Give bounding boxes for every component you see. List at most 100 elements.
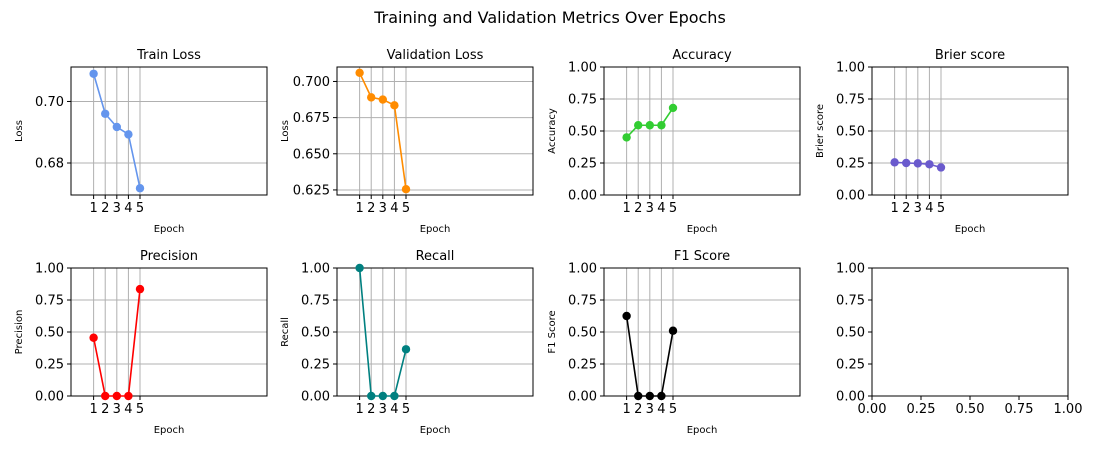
y-tick-label: 1.00	[568, 262, 597, 277]
x-tick-label: 2	[634, 201, 642, 216]
y-tick-label: 0.75	[568, 294, 597, 309]
axes-frame	[871, 267, 1069, 397]
data-point	[355, 68, 364, 77]
x-tick-label: 4	[925, 201, 933, 216]
data-point	[668, 326, 678, 335]
x-tick-label: 4	[390, 201, 398, 216]
subplot-f1-score: 0.00 0.25 0.50 0.75 1.00 1 2 3 4 5 F1 Score Epoch F1…	[547, 249, 801, 436]
y-tick-label: 0.50	[301, 326, 330, 341]
subplot-train-loss: 0.68 0.70 1 2 3 4 5 Train Loss Epoch Loss	[14, 48, 268, 235]
x-tick-label: 0.75	[1005, 402, 1034, 417]
y-tick-label: 0.50	[35, 326, 64, 341]
x-tick-label: 5	[669, 402, 677, 417]
subplot-title: Brier score	[935, 48, 1005, 63]
y-tick-label: 0.625	[293, 183, 330, 198]
x-tick-label: 2	[367, 402, 375, 417]
x-tick-label: 5	[937, 201, 945, 216]
subplot-title: Recall	[416, 249, 455, 264]
y-axis-label: Loss	[14, 120, 25, 142]
data-point	[657, 121, 666, 130]
x-tick-label: 4	[657, 201, 665, 216]
data-point	[645, 391, 655, 401]
data-point	[135, 284, 145, 294]
x-axis-label: Epoch	[687, 224, 718, 235]
data-point	[124, 130, 133, 139]
data-point	[925, 160, 934, 169]
y-tick-label: 0.25	[301, 358, 330, 373]
axes-frame	[336, 66, 534, 196]
y-tick-label: 0.75	[301, 294, 330, 309]
y-tick-label: 0.00	[836, 189, 865, 204]
y-tick-label: 0.75	[836, 294, 865, 309]
x-axis-label: Epoch	[420, 224, 451, 235]
y-tick-label: 0.25	[836, 157, 865, 172]
data-point	[634, 391, 643, 401]
y-axis-label: Precision	[14, 310, 25, 355]
x-tick-label: 5	[136, 402, 144, 417]
data-point	[367, 93, 376, 102]
y-tick-label: 0.50	[836, 326, 865, 341]
y-tick-label: 0.50	[836, 125, 865, 140]
data-point	[378, 95, 388, 104]
x-tick-label: 3	[379, 402, 387, 417]
y-tick-label: 0.25	[35, 358, 64, 373]
data-point	[101, 109, 110, 118]
subplot-empty: 0.00 0.25 0.50 0.75 1.00 0.00 0.25 0.50 0.75 1.00	[836, 262, 1082, 418]
x-tick-label: 4	[390, 402, 398, 417]
subplot-precision: 0.00 0.25 0.50 0.75 1.00 1 2 3 4 5 Precision Epoch P…	[14, 249, 268, 436]
y-tick-label: 0.50	[568, 125, 597, 140]
y-tick-label: 0.75	[35, 294, 64, 309]
x-tick-label: 1	[89, 201, 97, 216]
x-tick-label: 2	[367, 201, 375, 216]
data-point	[378, 391, 388, 401]
data-point	[668, 103, 678, 113]
y-tick-label: 0.70	[35, 95, 64, 110]
y-tick-label: 0.25	[568, 157, 597, 172]
x-axis-label: Epoch	[955, 224, 986, 235]
x-tick-label: 1	[355, 201, 363, 216]
y-tick-label: 0.25	[836, 358, 865, 373]
y-tick-label: 1.00	[568, 61, 597, 76]
data-point	[390, 391, 399, 401]
x-tick-label: 4	[124, 201, 132, 216]
data-point	[124, 391, 133, 401]
x-tick-label: 1	[622, 201, 630, 216]
y-tick-label: 0.75	[568, 93, 597, 108]
x-tick-label: 2	[634, 402, 642, 417]
x-tick-label: 4	[124, 402, 132, 417]
y-tick-label: 0.00	[568, 189, 597, 204]
x-tick-label: 3	[914, 201, 922, 216]
y-tick-label: 0.00	[568, 390, 597, 405]
x-tick-label: 0.25	[907, 402, 936, 417]
y-tick-label: 1.00	[35, 262, 64, 277]
data-point	[890, 158, 899, 167]
x-tick-label: 1	[355, 402, 363, 417]
data-point	[89, 333, 98, 342]
subplot-title: Train Loss	[136, 48, 201, 63]
data-point	[401, 185, 411, 194]
y-axis-label: Recall	[280, 317, 291, 347]
y-axis-label: F1 Score	[547, 310, 558, 353]
data-point	[634, 121, 643, 130]
y-tick-label: 0.00	[301, 390, 330, 405]
x-tick-label: 1	[89, 402, 97, 417]
x-axis-label: Epoch	[154, 224, 185, 235]
x-tick-label: 3	[646, 402, 654, 417]
data-point	[902, 158, 911, 168]
y-tick-label: 0.50	[568, 326, 597, 341]
subplot-validation-loss: 0.625 0.650 0.675 0.700 1 2 3 4 5 Validation Loss…	[280, 48, 534, 235]
data-point	[913, 159, 923, 168]
x-tick-label: 0.00	[858, 402, 887, 417]
data-point	[112, 122, 122, 132]
data-point	[936, 163, 946, 172]
x-axis-label: Epoch	[420, 425, 451, 436]
x-axis-label: Epoch	[154, 425, 185, 436]
x-tick-label: 0.50	[956, 402, 985, 417]
data-point	[622, 133, 631, 142]
x-tick-label: 3	[113, 402, 121, 417]
x-tick-label: 3	[646, 201, 654, 216]
subplot-recall: 0.00 0.25 0.50 0.75 1.00 1 2 3 4 5 Recall Epoch Reca…	[280, 249, 534, 436]
x-tick-label: 3	[113, 201, 121, 216]
